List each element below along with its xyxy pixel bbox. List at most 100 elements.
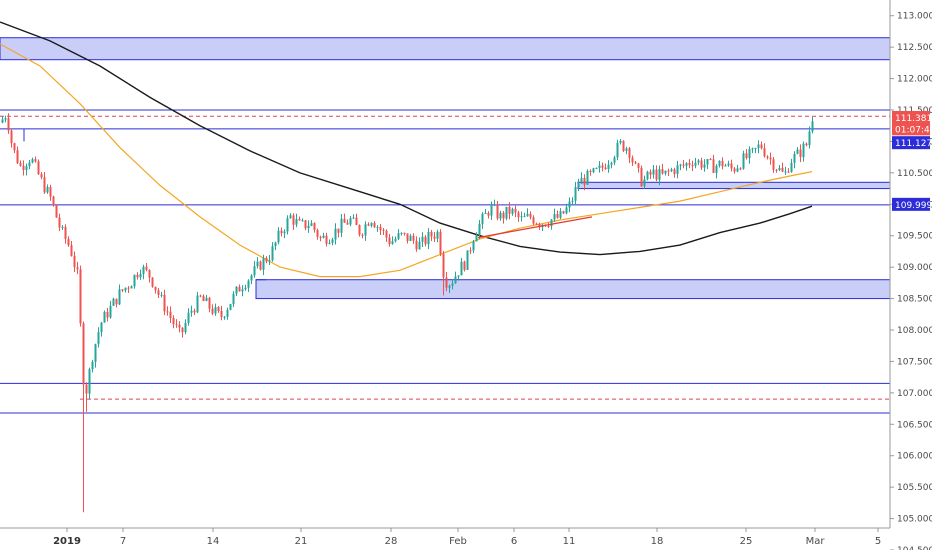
y-axis[interactable]: 113.000112.500112.000111.500111.000110.5… [889,0,932,550]
candle-body [613,157,616,163]
candle-27 [82,321,85,513]
candle-body [439,231,442,254]
candle-body [595,168,598,170]
candle-89 [268,255,271,265]
candle-249 [748,146,751,164]
candle-body [670,169,673,172]
candle-body [634,162,637,164]
candle-body [199,295,202,297]
candle-body [391,241,394,245]
candle-body [604,167,607,170]
candle-211 [634,161,637,165]
candle-body [241,289,244,292]
candle-228 [685,162,688,171]
candle-241 [724,163,727,167]
candle-body [610,162,613,165]
candle-body [667,170,670,172]
candle-131 [394,236,397,243]
candle-149 [448,284,451,293]
candle-body [163,294,166,312]
candle-164 [493,199,496,207]
candle-204 [613,155,616,166]
candle-12 [37,159,40,175]
candle-261 [784,166,787,176]
ma-slow-line [0,21,813,256]
zone-1 [255,279,891,300]
candle-body [130,286,133,289]
candle-142 [427,228,430,250]
candle-body [124,287,127,291]
x-axis[interactable]: 2019 7 14 21 28 Feb 6 11 18 25 Mar 5 [0,527,890,547]
candle-218 [655,165,658,182]
candle-body [688,163,691,166]
candle-133 [400,232,403,236]
candle-body [787,171,790,173]
candle-body [13,143,16,151]
candle-body [112,298,115,306]
candle-254 [763,143,766,158]
zone-2 [577,181,891,190]
y-tick-label-15: 105.500 [897,483,932,493]
candle-body [280,230,283,234]
candle-52 [157,288,160,299]
candle-body [343,218,346,223]
candle-body [76,267,79,270]
candle-body [25,166,28,170]
candle-body [409,235,412,241]
candle-163 [490,201,493,221]
candle-165 [496,200,499,221]
candle-body [388,237,391,245]
candle-body [220,310,223,318]
candle-body [757,144,760,149]
candle-body [508,206,511,214]
candle-body [679,164,682,166]
candle-body [340,218,343,233]
candle-body [640,167,643,187]
candle-212 [637,162,640,173]
candle-155 [466,250,469,271]
candle-body [28,162,31,167]
candle-body [376,226,379,228]
candle-body [193,310,196,313]
y-tick-label-1: 112.500 [897,43,932,53]
candle-body [571,200,574,202]
candle-body [349,218,352,225]
candle-117 [352,214,355,220]
candle-244 [733,167,736,174]
candle-body [118,289,121,305]
candle-53 [160,291,163,298]
candle-233 [700,157,703,170]
candle-body [52,196,55,206]
candle-body [703,164,706,168]
candle-body [643,179,646,187]
candle-130 [391,236,394,245]
candle-body [715,165,718,173]
candle-187 [562,210,565,215]
candle-body [295,219,298,225]
candle-57 [172,315,175,329]
candle-body [655,169,658,180]
candle-body [166,311,169,313]
y-tick-label-13: 106.500 [897,420,932,430]
candle-body [475,235,478,242]
candle-body [685,163,688,166]
candle-body [307,225,310,229]
candle-195 [586,169,589,186]
candle-body [601,165,604,168]
candle-224 [673,167,676,178]
candle-119 [358,224,361,237]
candle-body [481,213,484,224]
candle-body [121,289,124,291]
candle-95 [286,215,289,235]
candle-body [445,277,448,288]
candle-body [325,235,328,244]
candle-91 [274,241,277,251]
candle-body [505,206,508,219]
candle-body [721,160,724,167]
candle-body [790,162,793,173]
candle-body [262,258,265,270]
candle-body [739,168,742,170]
candle-141 [424,235,427,247]
